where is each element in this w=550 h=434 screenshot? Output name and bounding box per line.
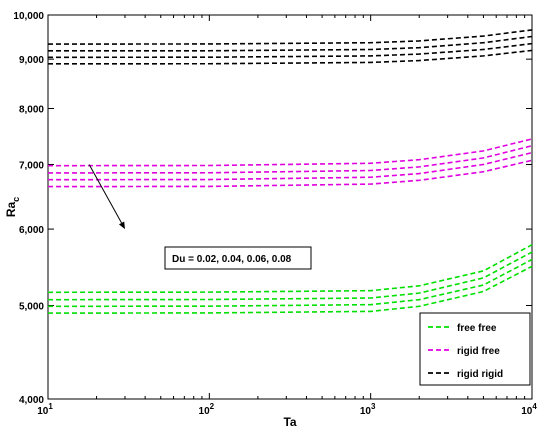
- y-axis-title-main: Ra: [4, 202, 18, 218]
- y-tick-label: 9,000: [19, 55, 44, 66]
- legend-label: rigid rigid: [457, 369, 503, 380]
- series-line-3: [48, 258, 533, 308]
- series-line-4: [47, 265, 533, 314]
- series-line-7: [47, 151, 533, 181]
- y-tick-label: 7,000: [19, 160, 44, 171]
- x-axis: 101 102 103 104: [37, 15, 537, 417]
- x-tick-label: 104: [521, 402, 537, 417]
- y-tick-label: 8,000: [19, 105, 44, 116]
- legend-label: rigid free: [457, 346, 500, 357]
- y-axis-title: Rac: [4, 197, 21, 217]
- x-tick-label: 101: [37, 402, 53, 417]
- y-axis: 4,000 5,000 6,000 7,000 8,000 9,000 10,000: [13, 11, 532, 406]
- y-tick-label: 10,000: [13, 11, 44, 22]
- series-line-8: [48, 159, 533, 188]
- annotation-arrowhead: [118, 221, 125, 230]
- y-tick-label: 6,000: [19, 225, 44, 236]
- series-line-11: [47, 42, 533, 59]
- series-line-6: [48, 144, 533, 174]
- series-line-2: [47, 251, 533, 301]
- y-axis-title-sub: c: [11, 197, 21, 202]
- legend: free free rigid free rigid rigid: [419, 312, 531, 386]
- series-line-9: [48, 29, 533, 45]
- series-layer: [47, 29, 533, 314]
- x-tick-label: 103: [360, 402, 376, 417]
- y-tick-label: 5,000: [19, 301, 44, 312]
- x-axis-title: Ta: [283, 415, 296, 429]
- annotation: Du = 0.02, 0.04, 0.06, 0.08: [88, 164, 312, 270]
- series-line-5: [48, 138, 533, 167]
- x-tick-label: 102: [199, 402, 215, 417]
- series-line-1: [48, 244, 533, 294]
- y-tick-label: 4,000: [19, 395, 44, 406]
- series-line-12: [47, 49, 533, 65]
- annotation-text: Du = 0.02, 0.04, 0.06, 0.08: [172, 254, 292, 265]
- series-line-10: [47, 35, 533, 52]
- legend-label: free free: [457, 323, 497, 334]
- annotation-arrow: [88, 164, 123, 224]
- annotation-box: [164, 246, 312, 270]
